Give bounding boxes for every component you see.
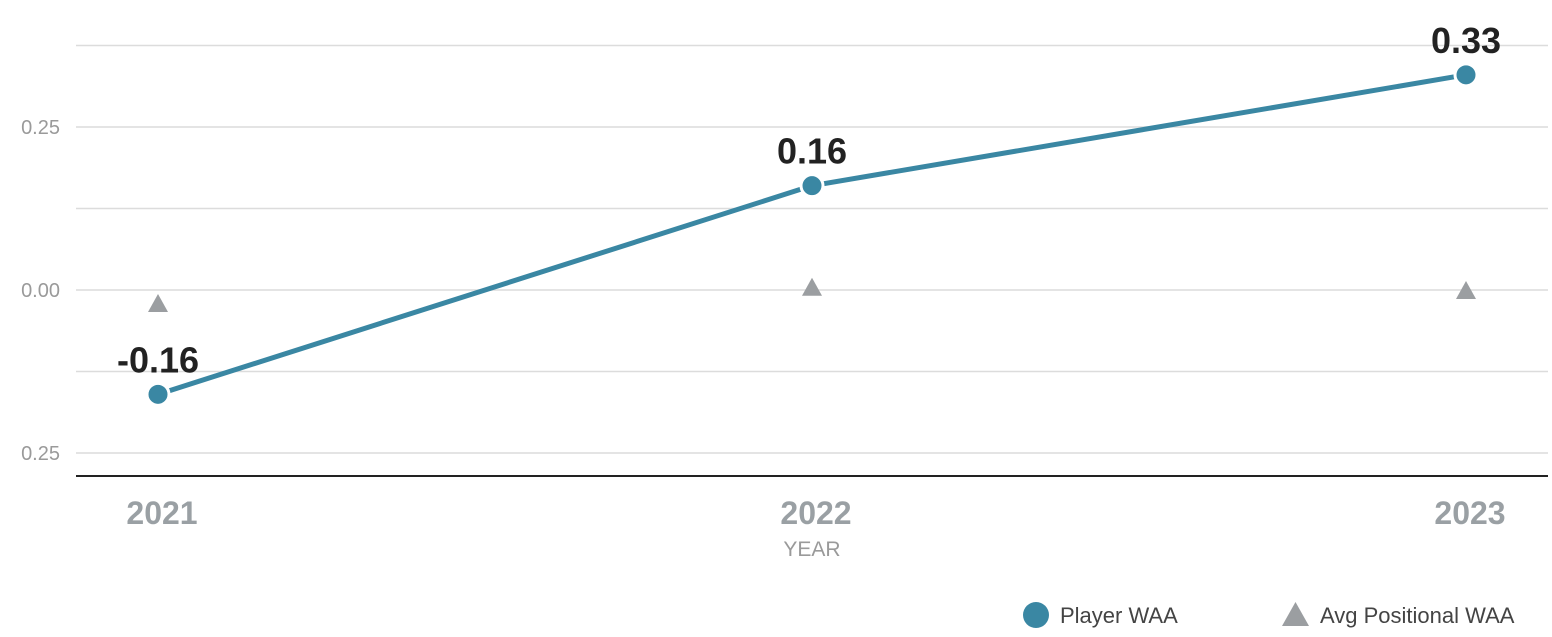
avg-positional-waa-point-2022[interactable] bbox=[802, 277, 822, 296]
x-tick-label-2023: 2023 bbox=[1434, 495, 1505, 531]
player-waa-line bbox=[155, 72, 1469, 397]
x-axis-ticks: 2021 2022 2023 bbox=[126, 495, 1505, 531]
y-tick-label-1: 0.00 bbox=[21, 280, 60, 302]
legend-item-avg-positional-waa[interactable]: Avg Positional WAA bbox=[1282, 602, 1515, 628]
avg-positional-waa-point-2023[interactable] bbox=[1456, 281, 1476, 299]
player-waa-point-2023[interactable] bbox=[1453, 62, 1479, 88]
player-waa-label-2022: 0.16 bbox=[777, 131, 847, 172]
player-waa-point-2021[interactable] bbox=[145, 381, 171, 407]
x-axis-title: YEAR bbox=[783, 538, 840, 561]
avg-positional-waa-point-2021[interactable] bbox=[148, 294, 168, 313]
x-tick-label-2021: 2021 bbox=[126, 495, 197, 531]
y-axis-ticks: 0.25 0.00 0.25 bbox=[21, 117, 60, 465]
y-tick-label-0: 0.25 bbox=[21, 117, 60, 139]
player-waa-label-2021: -0.16 bbox=[117, 339, 199, 380]
legend-item-player-waa[interactable]: Player WAA bbox=[1023, 602, 1178, 628]
data-labels: -0.16 0.16 0.33 bbox=[117, 20, 1501, 380]
legend-circle-marker bbox=[1023, 602, 1049, 628]
gridlines bbox=[76, 44, 1548, 454]
x-tick-label-2022: 2022 bbox=[780, 495, 851, 531]
series bbox=[145, 62, 1479, 407]
player-waa-label-2023: 0.33 bbox=[1431, 20, 1501, 61]
legend-label-player-waa: Player WAA bbox=[1060, 603, 1178, 628]
player-waa-point-2022[interactable] bbox=[799, 173, 825, 199]
legend-label-avg-positional-waa: Avg Positional WAA bbox=[1320, 603, 1515, 628]
legend: Player WAA Avg Positional WAA bbox=[1023, 602, 1515, 628]
y-tick-label-2: 0.25 bbox=[21, 443, 60, 465]
legend-triangle-marker bbox=[1282, 602, 1309, 626]
